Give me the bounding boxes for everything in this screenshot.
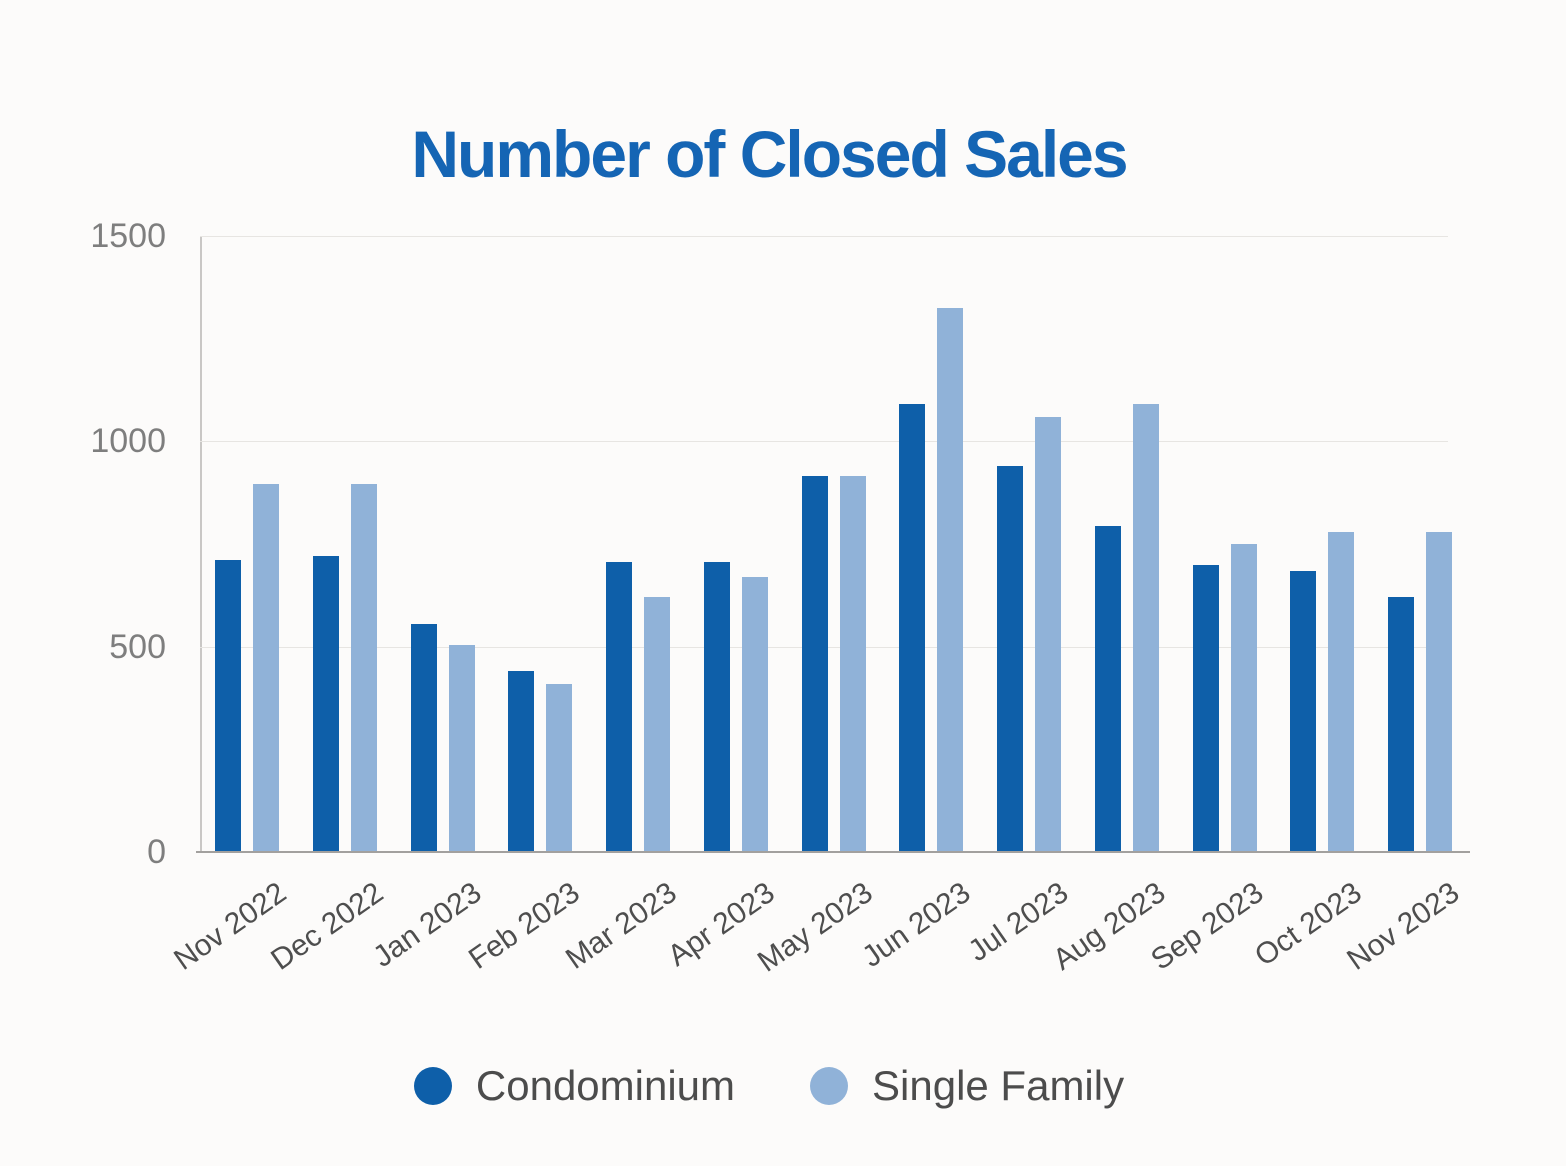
- bar-single-family-sep-2023: [1230, 544, 1257, 852]
- chart-title: Number of Closed Sales: [411, 117, 1128, 191]
- y-axis-tick-label-1500: 1500: [90, 217, 166, 255]
- gridline-1000: [200, 441, 1448, 443]
- bar-single-family-feb-2023: [546, 684, 573, 852]
- bar-condominium-jun-2023: [899, 404, 926, 852]
- y-axis-tick-label-0: 0: [147, 833, 166, 871]
- bar-condominium-sep-2023: [1192, 565, 1219, 852]
- condominium-swatch-icon: [413, 1067, 452, 1105]
- bar-condominium-aug-2023: [1094, 526, 1121, 852]
- bar-single-family-apr-2023: [741, 577, 768, 852]
- bar-single-family-jan-2023: [448, 645, 475, 852]
- legend-item-condominium[interactable]: Condominium: [413, 1062, 736, 1110]
- bar-condominium-nov-2023: [1388, 597, 1414, 852]
- x-axis-baseline: [196, 851, 1470, 853]
- gridline-1500: [200, 236, 1448, 237]
- x-axis-label-sep-2023: Sep 2023: [1145, 876, 1270, 977]
- bar-single-family-aug-2023: [1132, 404, 1159, 852]
- legend-label-single-family: Single Family: [872, 1062, 1125, 1109]
- bar-condominium-feb-2023: [508, 671, 535, 852]
- x-axis-label-mar-2023: Mar 2023: [560, 876, 683, 976]
- bar-single-family-may-2023: [839, 476, 866, 852]
- bar-condominium-dec-2022: [312, 556, 339, 852]
- bar-condominium-jan-2023: [410, 624, 437, 852]
- bar-single-family-nov-2022: [253, 484, 279, 852]
- bar-condominium-nov-2022: [215, 560, 241, 852]
- bar-single-family-mar-2023: [644, 597, 670, 852]
- x-axis-label-feb-2023: Feb 2023: [462, 876, 586, 976]
- bar-single-family-jul-2023: [1035, 417, 1061, 852]
- bar-single-family-nov-2023: [1426, 532, 1452, 852]
- legend-label-condominium: Condominium: [475, 1062, 736, 1109]
- bar-condominium-apr-2023: [703, 562, 730, 852]
- bar-single-family-jun-2023: [937, 308, 964, 852]
- x-axis-label-jun-2023: Jun 2023: [856, 876, 977, 974]
- bar-single-family-oct-2023: [1328, 532, 1355, 852]
- legend: Condominium Single Family: [0, 1058, 1538, 1114]
- bar-single-family-dec-2022: [350, 484, 377, 852]
- legend-item-single-family[interactable]: Single Family: [810, 1062, 1124, 1110]
- bar-condominium-jul-2023: [997, 466, 1023, 852]
- y-axis-tick-label-1000: 1000: [90, 422, 166, 461]
- y-axis-line: [200, 236, 202, 852]
- bar-condominium-mar-2023: [606, 562, 632, 852]
- plot-area: [200, 236, 1452, 852]
- bar-condominium-oct-2023: [1290, 571, 1317, 852]
- bar-condominium-may-2023: [801, 476, 828, 852]
- y-axis-tick-label-500: 500: [109, 627, 166, 666]
- single-family-swatch-icon: [810, 1067, 849, 1105]
